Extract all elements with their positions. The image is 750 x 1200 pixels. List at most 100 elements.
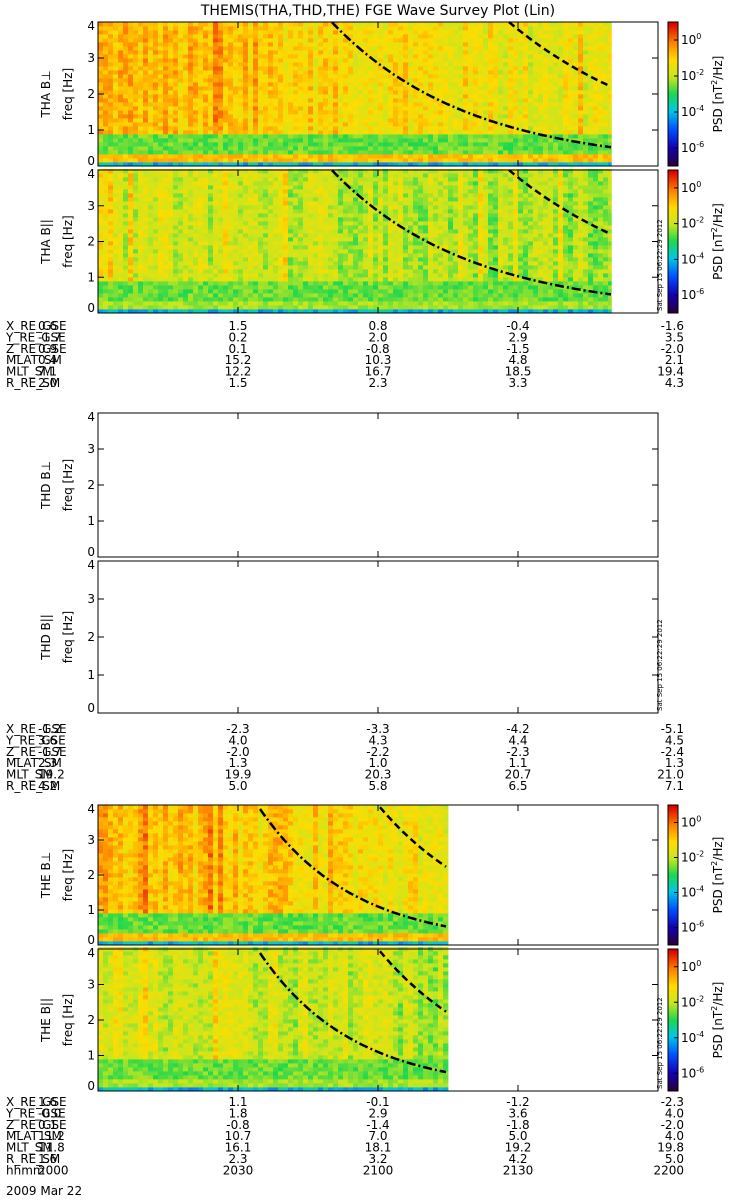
- spectrogram-cell: [553, 110, 559, 115]
- spectrogram-cell: [553, 281, 559, 286]
- spectrogram-cell: [493, 293, 499, 298]
- spectrogram-cell: [358, 269, 364, 274]
- spectrogram-cell: [393, 50, 399, 55]
- spectrogram-cell: [288, 277, 294, 282]
- spectrogram-cell: [243, 134, 249, 139]
- spectrogram-cell: [243, 122, 249, 127]
- spectrogram-cell: [333, 34, 339, 39]
- spectrogram-cell: [448, 305, 454, 310]
- spectrogram-cell: [528, 130, 534, 135]
- spectrogram-cell: [503, 114, 509, 119]
- spectrogram-cell: [568, 269, 574, 274]
- spectrogram-cell: [373, 126, 379, 131]
- spectrogram-cell: [148, 66, 154, 71]
- spectrogram-cell: [138, 74, 144, 79]
- spectrogram-cell: [163, 38, 169, 43]
- spectrogram-cell: [578, 86, 584, 91]
- spectrogram-cell: [138, 86, 144, 91]
- spectrogram-cell: [298, 94, 304, 99]
- spectrogram-cell: [608, 130, 612, 135]
- spectrogram-cell: [333, 26, 339, 31]
- spectrogram-cell: [173, 305, 179, 310]
- spectrogram-cell: [573, 22, 579, 27]
- spectrogram-cell: [373, 122, 379, 127]
- spectrogram-cell: [173, 150, 179, 155]
- spectrogram-cell: [238, 162, 244, 167]
- spectrogram-cell: [113, 150, 119, 155]
- spectrogram-cell: [98, 74, 104, 79]
- spectrogram-cell: [213, 142, 219, 147]
- spectrogram-cell: [213, 158, 219, 163]
- spectrogram-cell: [263, 273, 269, 278]
- spectrogram-cell: [148, 34, 154, 39]
- spectrogram-cell: [348, 106, 354, 111]
- colorbar-swatch: [668, 127, 678, 131]
- spectrogram-cell: [458, 98, 464, 103]
- spectrogram-cell: [223, 66, 229, 71]
- spectrogram-cell: [143, 277, 149, 282]
- spectrogram-cell: [238, 150, 244, 155]
- spectrogram-cell: [588, 269, 594, 274]
- spectrogram-cell: [258, 106, 264, 111]
- spectrogram-cell: [253, 146, 259, 151]
- spectrogram-cell: [113, 293, 119, 298]
- spectrogram-cell: [453, 74, 459, 79]
- spectrogram-cell: [503, 74, 509, 79]
- spectrogram-cell: [193, 126, 199, 131]
- spectrogram-cell: [388, 118, 394, 123]
- spectrogram-cell: [173, 146, 179, 151]
- spectrogram-cell: [378, 293, 384, 298]
- colorbar-swatch: [668, 149, 678, 153]
- spectrogram-cell: [593, 106, 599, 111]
- spectrogram-cell: [373, 110, 379, 115]
- spectrogram-cell: [198, 78, 204, 83]
- spectrogram-cell: [173, 22, 179, 27]
- spectrogram-cell: [313, 94, 319, 99]
- spectrogram-cell: [188, 138, 194, 143]
- spectrogram-cell: [273, 94, 279, 99]
- spectrogram-cell: [258, 82, 264, 87]
- spectrogram-cell: [318, 94, 324, 99]
- spectrogram-cell: [208, 26, 214, 31]
- spectrogram-cell: [423, 78, 429, 83]
- spectrogram-cell: [458, 289, 464, 294]
- colorbar-swatch: [668, 91, 678, 95]
- spectrogram-cell: [583, 269, 589, 274]
- spectrogram-cell: [458, 309, 464, 314]
- spectrogram-cell: [508, 146, 514, 151]
- spectrogram-cell: [478, 82, 484, 87]
- spectrogram-cell: [203, 289, 209, 294]
- spectrogram-cell: [158, 74, 164, 79]
- spectrogram-cell: [473, 126, 479, 131]
- spectrogram-cell: [553, 158, 559, 163]
- spectrogram-cell: [573, 78, 579, 83]
- spectrogram-cell: [518, 150, 524, 155]
- spectrogram-cell: [258, 62, 264, 67]
- spectrogram-cell: [438, 66, 444, 71]
- spectrogram-cell: [393, 281, 399, 286]
- spectrogram-cell: [583, 273, 589, 278]
- spectrogram-cell: [433, 58, 439, 63]
- spectrogram-cell: [308, 106, 314, 111]
- spectrogram-cell: [118, 102, 124, 107]
- spectrogram-cell: [198, 122, 204, 127]
- spectrogram-cell: [243, 50, 249, 55]
- spectrogram-cell: [438, 38, 444, 43]
- spectrogram-cell: [573, 118, 579, 123]
- spectrogram-cell: [328, 118, 334, 123]
- spectrogram-cell: [103, 58, 109, 63]
- spectrogram-cell: [528, 22, 534, 27]
- spectrogram-cell: [198, 162, 204, 167]
- spectrogram-cell: [438, 305, 444, 310]
- spectrogram-cell: [203, 309, 209, 314]
- spectrogram-cell: [168, 114, 174, 119]
- spectrogram-cell: [568, 34, 574, 39]
- spectrogram-cell: [218, 150, 224, 155]
- spectrogram-cell: [608, 42, 612, 47]
- spectrogram-cell: [408, 26, 414, 31]
- spectrogram-cell: [383, 154, 389, 159]
- spectrogram-cell: [168, 54, 174, 59]
- spectrogram-cell: [308, 150, 314, 155]
- spectrogram-cell: [403, 289, 409, 294]
- spectrogram-cell: [438, 34, 444, 39]
